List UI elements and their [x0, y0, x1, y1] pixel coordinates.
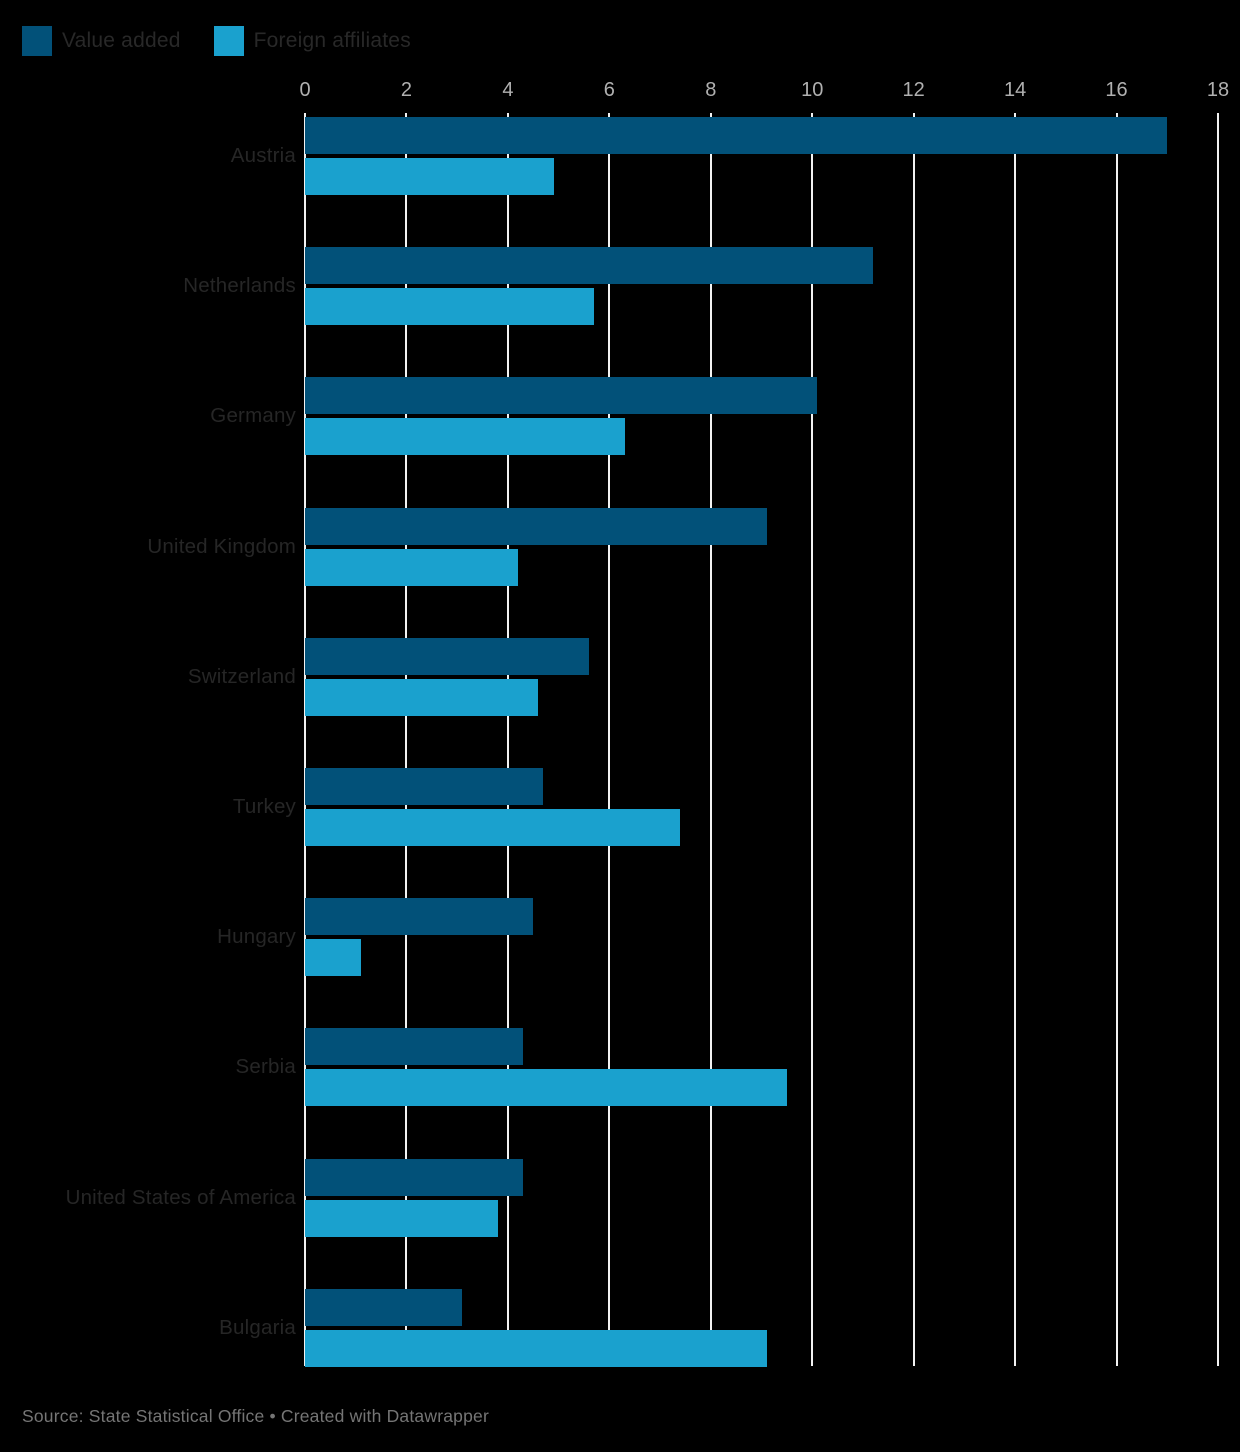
category-label: Serbia	[235, 1055, 296, 1079]
bars-area	[305, 1028, 1218, 1107]
legend-swatch-foreign-affiliates	[213, 26, 244, 56]
bar-group-serbia: Serbia	[0, 1028, 1240, 1107]
gridline	[709, 113, 712, 1366]
category-label: Turkey	[232, 795, 296, 818]
gridline	[1014, 113, 1017, 1366]
bar-foreign-affiliates	[305, 158, 554, 195]
bar-foreign-affiliates	[305, 418, 625, 456]
x-axis-tick-label: 4	[502, 79, 514, 101]
bar-value-added	[305, 377, 818, 415]
bars-area	[305, 247, 1218, 326]
bars-area	[305, 768, 1218, 846]
bar-value-added	[305, 898, 534, 936]
bar-value-added	[305, 1288, 463, 1326]
x-axis-tick-label: 0	[299, 79, 311, 101]
bar-rows: Austria Netherlands Germany United Kingdom S…	[0, 113, 1240, 1367]
bar-foreign-affiliates	[305, 678, 539, 716]
bars-area	[305, 1158, 1218, 1237]
category-label: Netherlands	[183, 274, 296, 298]
bar-value-added	[305, 247, 874, 285]
legend-label-foreign-affiliates: Foreign affiliates	[253, 29, 411, 52]
gridline	[1115, 113, 1118, 1366]
bar-value-added	[305, 768, 544, 805]
plot-area	[304, 113, 1219, 1366]
x-axis-tick-label: 12	[902, 79, 925, 101]
bars-area	[305, 1288, 1218, 1367]
gridline	[608, 113, 611, 1366]
x-axis-tick-label: 16	[1105, 79, 1128, 101]
bars-area	[305, 507, 1218, 586]
bar-group-germany: Germany	[0, 377, 1240, 456]
bar-value-added	[305, 1158, 524, 1196]
bar-value-added	[305, 1028, 524, 1066]
bar-value-added	[305, 507, 767, 545]
legend-item-value-added: Value added	[22, 26, 181, 56]
x-axis-tick-label: 18	[1206, 79, 1230, 101]
category-label: Switzerland	[187, 664, 296, 688]
category-label: United Kingdom	[147, 534, 296, 558]
bar-foreign-affiliates	[305, 1329, 767, 1367]
bar-group-united-states-of-america: United States of America	[0, 1158, 1240, 1237]
bars-area	[305, 117, 1218, 195]
bar-foreign-affiliates	[305, 809, 681, 846]
category-label: Bulgaria	[219, 1315, 296, 1339]
legend-swatch-value-added	[22, 26, 52, 56]
x-axis-tick-label: 14	[1003, 79, 1027, 101]
bar-group-united-kingdom: United Kingdom	[0, 507, 1240, 586]
x-axis-tick-label: 10	[801, 79, 824, 101]
gridline	[506, 113, 509, 1366]
bar-group-turkey: Turkey	[0, 768, 1240, 846]
x-axis-tick-label: 2	[400, 79, 412, 101]
category-label: United States of America	[65, 1185, 296, 1209]
bars-area	[305, 377, 1218, 456]
category-label: Austria	[230, 144, 296, 167]
x-axis-tick-label: 6	[603, 79, 615, 101]
category-label: Hungary	[217, 925, 296, 949]
bars-area	[305, 637, 1218, 716]
gridline	[912, 113, 915, 1366]
x-axis: 0 2 4 6 8 10 12 14 16 18	[299, 79, 1229, 105]
bar-group-netherlands: Netherlands	[0, 247, 1240, 326]
legend-item-foreign-affiliates: Foreign affiliates	[213, 26, 411, 56]
bars-area	[305, 898, 1218, 977]
chart-legend: Value added Foreign affiliates	[22, 26, 444, 56]
bar-foreign-affiliates	[305, 1069, 787, 1107]
bar-group-switzerland: Switzerland	[0, 637, 1240, 716]
x-axis-tick-label: 8	[705, 79, 717, 101]
bar-group-hungary: Hungary	[0, 898, 1240, 977]
bar-foreign-affiliates	[305, 288, 595, 326]
source-attribution: Source: State Statistical Office • Creat…	[22, 1406, 489, 1426]
category-label: Germany	[210, 404, 296, 428]
bar-foreign-affiliates	[305, 939, 361, 977]
legend-label-value-added: Value added	[62, 29, 181, 52]
gridline	[304, 113, 306, 1366]
bar-group-austria: Austria	[0, 117, 1240, 195]
gridline	[405, 113, 408, 1366]
gridline	[1217, 113, 1219, 1366]
gridline	[811, 113, 814, 1366]
bar-value-added	[305, 117, 1168, 154]
bar-group-bulgaria: Bulgaria	[0, 1288, 1240, 1367]
bar-value-added	[305, 637, 590, 675]
bar-foreign-affiliates	[305, 548, 519, 586]
bar-foreign-affiliates	[305, 1199, 498, 1237]
